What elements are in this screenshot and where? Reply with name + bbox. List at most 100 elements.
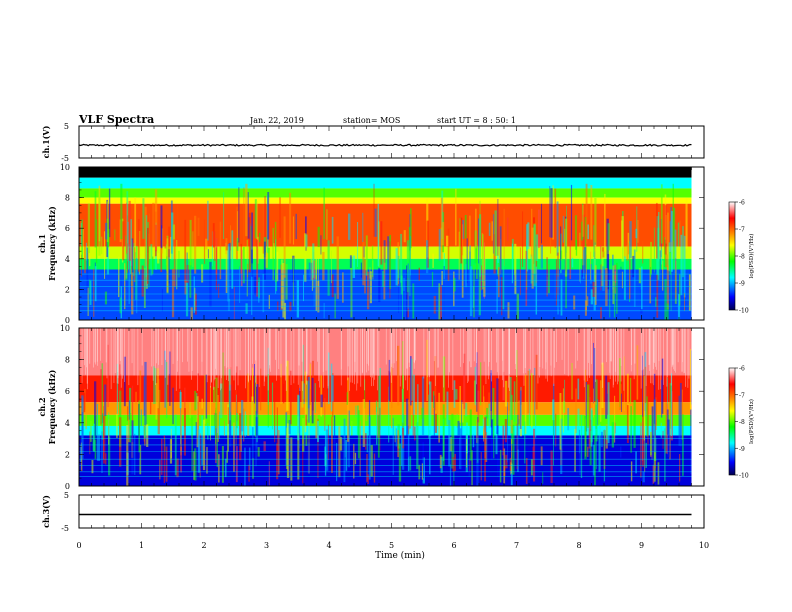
ch2-spectrogram-speckle (373, 328, 374, 386)
ch1-waveform-ytick-label: 5 (64, 122, 69, 131)
ch2-spectrogram-ytick-label: 4 (65, 419, 70, 428)
ch1-spectrogram-streak (285, 264, 288, 300)
ch1-spectrogram-ytick-label: 10 (60, 163, 70, 172)
ch1-spectrogram-streak (239, 266, 241, 303)
x-tick-label: 8 (576, 541, 581, 550)
ch1-spectrogram-streak (402, 287, 403, 320)
ch2-spectrogram-streak (224, 458, 227, 478)
ch2-spectrogram-streak (495, 431, 498, 455)
ch1-spectrogram-streak (133, 243, 135, 276)
ch1-spectrogram-streak (480, 265, 483, 291)
ch2-spectrogram-streak (169, 351, 171, 406)
ch2-spectrogram-speckle (502, 328, 503, 381)
ch2-spectrogram-speckle (84, 328, 85, 366)
ch2-spectrogram-streak (353, 443, 355, 479)
ch2-spectrogram-streak (128, 416, 130, 443)
ch1-spectrogram-streak (575, 215, 577, 250)
ch2-spectrogram-streak (463, 353, 466, 409)
station-label: station= MOS (343, 116, 400, 125)
ch2-spectrogram-streak (579, 437, 582, 476)
ch2-spectrogram-streak (317, 418, 319, 479)
ch1-spectrogram-streak (189, 219, 192, 266)
ch2-spectrogram-speckle (529, 328, 531, 370)
ch2-spectrogram-streak (308, 415, 310, 474)
ch1-spectrogram-streak (273, 243, 275, 258)
ch2-spectrogram-speckle (356, 328, 358, 391)
ch1-spectrogram-streak (679, 220, 681, 247)
ch2-spectrogram-streak (240, 435, 242, 452)
ch1-spectrogram-band (79, 167, 692, 178)
ch2-spectrogram-speckle (220, 328, 222, 389)
ch1-spectrogram-streak (331, 250, 333, 283)
ch2-spectrogram-streak (248, 464, 250, 482)
ch2-spectrogram-speckle (255, 328, 256, 383)
ch2-spectrogram-speckle (409, 328, 410, 368)
ch1-spectrogram-streak (447, 228, 450, 281)
ch2-spectrogram-streak (574, 429, 576, 472)
ch1-spectrogram-streak (620, 266, 622, 289)
ch2-spectrogram-speckle (269, 328, 271, 369)
ch2-spectrogram-streak (626, 395, 629, 443)
ch2-spectrogram-speckle (275, 328, 276, 360)
ch2-spectrogram-streak (527, 370, 530, 413)
ch1-spectrogram-streak (540, 244, 543, 269)
ch2-spectrogram-streak (590, 410, 593, 443)
ch2-spectrogram-speckle (270, 328, 271, 372)
ch1-spectrogram-colorbar (728, 201, 736, 311)
ch2-spectrogram-speckle (120, 328, 122, 374)
ch1-spectrogram-streak (660, 184, 663, 244)
ch1-spectrogram-ytick-label: 2 (65, 285, 70, 294)
ch2-spectrogram-streak (194, 390, 197, 411)
ch2-spectrogram-streak (508, 376, 510, 411)
ch2-spectrogram-streak (595, 436, 597, 470)
ch1-spectrogram-streak (231, 230, 234, 289)
ch2-spectrogram-streak (448, 420, 451, 467)
ch2-spectrogram-speckle (617, 328, 619, 382)
ch2-spectrogram-streak (126, 425, 129, 486)
ch1-spectrogram-streak (166, 256, 168, 272)
ch1-spectrogram-colorbar-label: -9 (739, 281, 745, 288)
ch2-spectrogram-speckle (641, 328, 643, 371)
ch2-spectrogram-speckle (556, 328, 557, 362)
ch2-spectrogram-speckle (532, 328, 534, 375)
ch2-spectrogram-streak (509, 457, 512, 471)
ch1-spectrogram-streak (322, 251, 325, 281)
ch1-spectrogram-streak (621, 216, 624, 262)
ch2-spectrogram-speckle (488, 328, 490, 362)
ch2-spectrogram-streak (439, 454, 442, 469)
ch2-spectrogram-speckle (630, 328, 632, 372)
ch1-spectrogram-streak (171, 268, 175, 318)
ch1-spectrogram-streak (607, 223, 610, 251)
ch2-spectrogram-streak (434, 356, 437, 411)
ch2-spectrogram-speckle (606, 328, 607, 363)
ch2-spectrogram-speckle (228, 328, 229, 382)
ch2-spectrogram-streak (320, 394, 323, 408)
ch2-spectrogram-streak (534, 367, 536, 415)
ch2-spectrogram-colorbar-label: -8 (739, 419, 745, 426)
ch2-spectrogram-streak (305, 435, 308, 446)
ch2-spectrogram-streak (469, 409, 472, 461)
ch2-spectrogram-streak (302, 437, 304, 484)
ch1-spectrogram-streak (281, 259, 283, 309)
ch2-spectrogram-speckle (385, 328, 387, 365)
ch2-spectrogram-streak (642, 402, 644, 467)
ch1-waveform-ytick-label: -5 (61, 154, 69, 163)
ch1-spectrogram-streak (364, 259, 366, 294)
ch2-spectrogram-streak (368, 416, 371, 480)
ch1-spectrogram-ytick-label: 0 (65, 316, 70, 325)
ch1-spectrogram-streak (410, 208, 412, 249)
ch2-spectrogram-streak (671, 373, 673, 436)
ch2-spectrogram-streak (513, 381, 516, 422)
ch2-spectrogram-streak (434, 413, 438, 433)
ch2-spectrogram-streak (271, 382, 274, 430)
ch2-spectrogram-streak (472, 433, 475, 448)
ch2-spectrogram-streak (314, 383, 316, 413)
ch1-spectrogram-streak (373, 183, 375, 237)
ch1-spectrogram-gap (691, 167, 704, 320)
ch2-spectrogram-streak (630, 406, 632, 453)
ch2-spectrogram-colorbar-label: -7 (739, 392, 745, 399)
ch1-spectrogram-streak (377, 203, 380, 267)
ch2-spectrogram-streak (442, 404, 445, 466)
ch1-spectrogram-streak (438, 283, 440, 320)
